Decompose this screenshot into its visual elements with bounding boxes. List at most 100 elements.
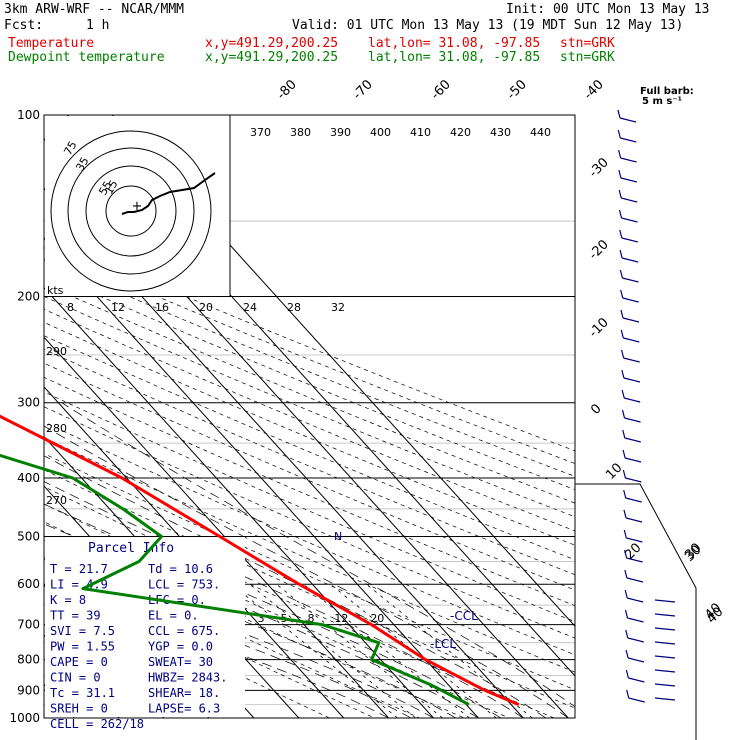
wind-barb [624, 569, 628, 579]
wind-barb [654, 655, 676, 659]
valid-time: Valid: 01 UTC Mon 13 May 13 (19 MDT Sun … [292, 18, 684, 33]
wind-barb [619, 269, 623, 279]
parcel-param: HWBZ= 2843. [148, 671, 227, 685]
wind-barb [627, 657, 645, 663]
isotherm-line [44, 386, 345, 718]
hodograph-trace [121, 172, 216, 215]
wind-barb [621, 409, 626, 419]
parcel-param: T = 21.7 [50, 562, 108, 576]
mixing-ratio-line [231, 583, 398, 718]
theta-label: 290 [46, 345, 67, 358]
dry-adiabat [44, 406, 575, 639]
wind-barb [619, 229, 623, 239]
theta-label: 270 [46, 494, 67, 507]
pressure-label: 1000 [9, 711, 40, 725]
wind-barb [617, 129, 621, 139]
pressure-label: 900 [17, 683, 40, 697]
wind-barb [623, 337, 640, 343]
hodograph-kts-label: kts [47, 284, 64, 297]
dry-adiabat [44, 469, 575, 709]
dewpoint-legend: Dewpoint temperature [8, 50, 165, 65]
wind-barb [621, 349, 625, 359]
hodograph-ring-label: 35 [73, 155, 91, 174]
wind-barb [654, 683, 676, 687]
wind-barb [625, 517, 643, 523]
wind-barb [623, 529, 627, 539]
wind-barb [623, 357, 640, 363]
dewpoint-profile [0, 453, 470, 706]
wind-barb [617, 109, 621, 119]
wind-barb [620, 177, 638, 183]
dewpoint-latlon: lat,lon= 31.08, -97.85 [368, 50, 541, 65]
parcel-param: YGP = 0.0 [148, 640, 213, 654]
wind-barb [621, 237, 638, 243]
lcl-marker: -LCL [430, 637, 456, 651]
wind-barb [625, 649, 629, 659]
theta-e-label: 420 [450, 126, 471, 139]
hodograph-axis-label: 32 [331, 301, 345, 314]
parcel-param: LCL = 753. [148, 578, 220, 592]
wind-barb [654, 627, 676, 631]
ccl-marker: -CCL [450, 609, 478, 623]
wind-barb [654, 613, 676, 617]
hodograph-axis-label: 8 [67, 301, 74, 314]
wind-barb [654, 669, 676, 673]
parcel-param: SHEAR= 18. [148, 686, 220, 700]
wind-barb [625, 477, 642, 483]
isotherm-label: -40 [581, 77, 607, 103]
dewpoint-station: stn=GRK [560, 50, 615, 65]
wind-barb [628, 697, 645, 703]
hodograph-axis-label: 28 [287, 301, 301, 314]
pressure-label: 700 [17, 618, 40, 632]
wind-barb [622, 429, 626, 439]
pressure-label: 400 [17, 471, 40, 485]
dry-adiabat [44, 437, 575, 673]
wind-barb [627, 637, 644, 643]
wind-barb [626, 537, 643, 543]
wind-barb [627, 597, 644, 603]
theta-e-label: 390 [330, 126, 351, 139]
init-time: Init: 00 UTC Mon 13 May 13 [506, 2, 710, 17]
wind-barb [623, 489, 627, 499]
wind-barb [626, 577, 644, 583]
wind-barb [621, 257, 639, 263]
wind-barb [619, 249, 623, 259]
isotherm-label: -10 [586, 315, 612, 341]
height-label: 30 [682, 543, 704, 565]
isotherm-label: 0 [588, 401, 604, 417]
parcel-marker: N [334, 530, 342, 543]
wind-barb [624, 457, 642, 463]
wind-barb [623, 509, 627, 519]
hodograph-axis-label: 20 [199, 301, 213, 314]
wind-barb [620, 289, 624, 299]
theta-e-label: 380 [290, 126, 311, 139]
wind-barb [620, 329, 624, 339]
dry-adiabat [44, 308, 575, 532]
hodograph-axis-label: 24 [243, 301, 257, 314]
wind-barb [620, 137, 637, 143]
parcel-param: Td = 10.6 [148, 562, 213, 576]
hodograph-axis-label: 16 [155, 301, 169, 314]
parcel-param: Tc = 31.1 [50, 686, 115, 700]
wind-barb [620, 309, 624, 319]
parcel-param: CELL = 262/18 [50, 717, 144, 731]
wind-barb [622, 297, 639, 303]
wind-barb [622, 469, 626, 479]
hodograph-ring [105, 185, 157, 237]
wind-barb [621, 369, 625, 379]
wind-barb [621, 389, 625, 399]
wind-barb [618, 189, 622, 199]
mixing-ratio-label: 8 [307, 612, 314, 625]
parcel-param: CAPE = 0 [50, 655, 108, 669]
moist-adiabat [61, 402, 575, 708]
wind-barb [624, 609, 629, 619]
hodograph-ring-label: 75 [61, 139, 79, 158]
moist-adiabat [44, 557, 434, 718]
pressure-label: 600 [17, 577, 40, 591]
parcel-info-panel [45, 537, 245, 717]
mixing-ratio-line [366, 583, 533, 718]
parcel-param: CCL = 675. [148, 624, 220, 638]
wind-scale-label: Full barb: [640, 86, 694, 97]
hodograph-origin-marker: + [132, 199, 143, 214]
parcel-info-title: Parcel Info [88, 541, 174, 556]
